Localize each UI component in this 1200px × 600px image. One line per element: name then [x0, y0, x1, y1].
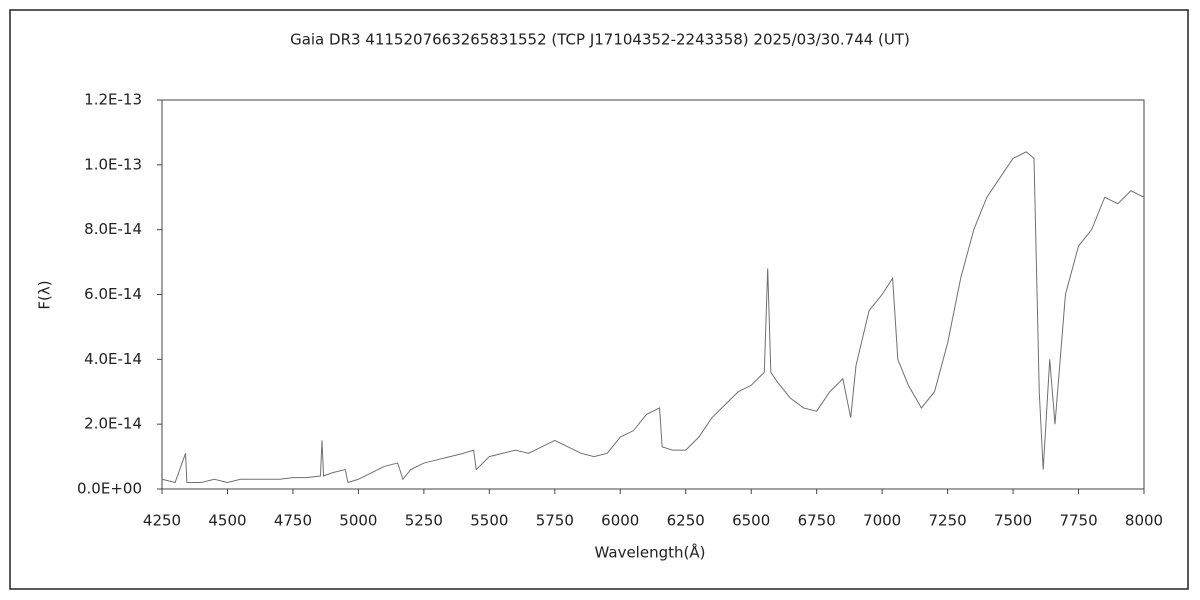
x-tick-label: 7750 [1059, 512, 1097, 530]
x-tick-label: 7250 [929, 512, 967, 530]
x-tick-label: 6750 [798, 512, 836, 530]
x-tick-label: 7000 [863, 512, 901, 530]
x-tick-label: 5000 [339, 512, 377, 530]
x-tick-label: 4750 [274, 512, 312, 530]
y-tick-label: 4.0E-14 [84, 350, 142, 368]
x-tick-label: 4250 [143, 512, 181, 530]
y-tick-label: 0.0E+00 [77, 480, 142, 498]
plot-area [161, 99, 1145, 490]
x-axis-label: Wavelength(Å) [595, 543, 706, 562]
x-tick-label: 5500 [470, 512, 508, 530]
x-tick-label: 5750 [536, 512, 574, 530]
x-tick-label: 7500 [994, 512, 1032, 530]
y-axis-label: F(λ) [36, 280, 54, 309]
chart-title: Gaia DR3 4115207663265831552 (TCP J17104… [290, 31, 910, 49]
spectrum-line [161, 151, 1145, 484]
x-tick-label: 6000 [601, 512, 639, 530]
x-tick-label: 6500 [732, 512, 770, 530]
y-tick-label: 8.0E-14 [84, 220, 142, 238]
y-tick-label: 1.0E-13 [84, 155, 142, 173]
y-tick-label: 1.2E-13 [84, 91, 142, 109]
y-tick-label: 6.0E-14 [84, 285, 142, 303]
chart-frame [9, 9, 1189, 590]
x-tick-label: 4500 [208, 512, 246, 530]
x-tick-label: 6250 [667, 512, 705, 530]
x-tick-label: 5250 [405, 512, 443, 530]
x-tick-label: 8000 [1125, 512, 1163, 530]
y-tick-label: 2.0E-14 [84, 415, 142, 433]
